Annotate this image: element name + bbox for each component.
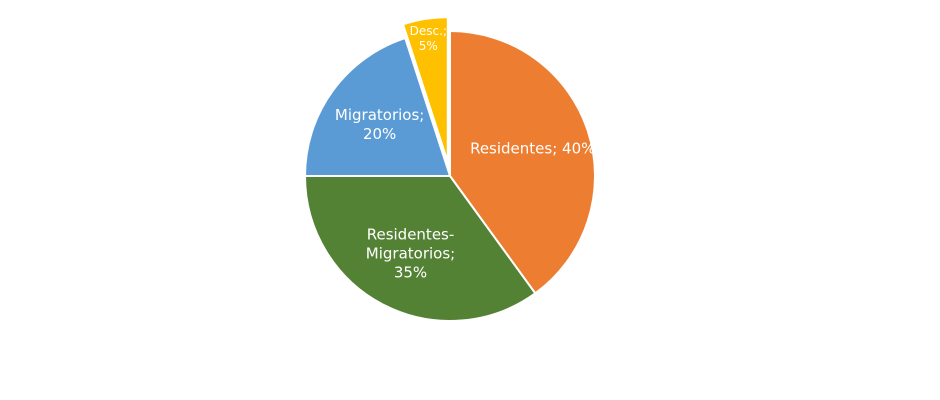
data-label: Migratorios; 20% [334,105,425,143]
pie-slice [449,29,596,295]
pie-slice [303,36,452,177]
data-label: Residentes; 40% [470,139,596,158]
pie-slice [303,175,537,322]
data-label: Residentes- Migratorios; 35% [365,225,456,282]
data-label: Desc.; 5% [409,24,447,53]
pie-slice [401,16,449,163]
